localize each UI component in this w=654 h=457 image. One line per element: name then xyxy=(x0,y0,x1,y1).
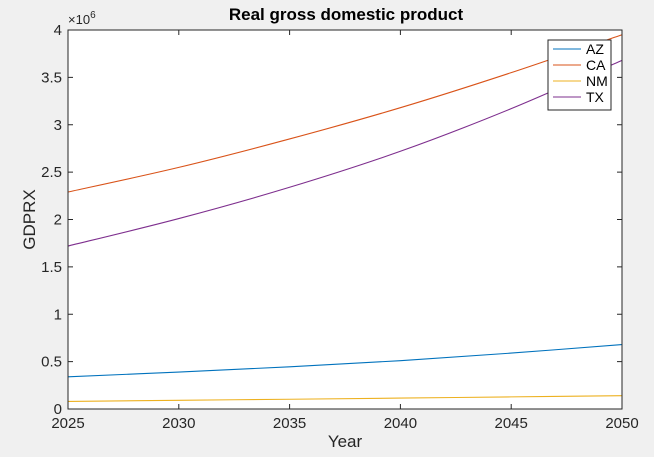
chart-title: Real gross domestic product xyxy=(229,5,464,24)
x-axis: 2025 2030 2035 2040 2045 2050 xyxy=(51,30,639,432)
x-tick-label: 2045 xyxy=(495,415,528,432)
y-tick-label: 3.5 xyxy=(41,69,62,86)
x-axis-label: Year xyxy=(328,432,363,451)
y-tick-label: 2 xyxy=(54,212,62,229)
y-axis-exponent: ×106 xyxy=(68,10,96,27)
x-tick-label: 2030 xyxy=(162,415,195,432)
y-tick-label: 1.5 xyxy=(41,259,62,276)
series-line-tx xyxy=(67,59,623,247)
y-tick-label: 0.5 xyxy=(41,354,62,371)
y-tick-label: 2.5 xyxy=(41,164,62,181)
series-line-az xyxy=(67,344,623,378)
x-tick-label: 2025 xyxy=(51,415,84,432)
y-tick-label: 1 xyxy=(54,306,62,323)
x-tick-label: 2040 xyxy=(384,415,417,432)
x-tick-label: 2035 xyxy=(273,415,306,432)
series-layer xyxy=(67,34,623,402)
y-axis-label: GDPRX xyxy=(20,189,39,249)
legend-box xyxy=(547,39,612,111)
series-line-nm xyxy=(67,395,623,402)
plot-area xyxy=(68,30,622,409)
y-tick-label: 3 xyxy=(54,117,62,134)
y-axis-exponent-base: ×10 xyxy=(68,12,90,27)
x-tick-label: 2050 xyxy=(605,415,638,432)
y-axis-exponent-power: 6 xyxy=(90,10,96,21)
legend-label-tx: TX xyxy=(586,89,605,105)
y-axis: 0 0.5 1 1.5 2 2.5 3 3.5 4 xyxy=(41,22,622,418)
y-tick-label: 0 xyxy=(54,401,62,418)
legend-label-nm: NM xyxy=(586,73,608,89)
y-tick-label: 4 xyxy=(54,22,62,39)
legend-label-az: AZ xyxy=(586,41,604,57)
legend-label-ca: CA xyxy=(586,57,606,73)
series-line-ca xyxy=(67,34,623,193)
